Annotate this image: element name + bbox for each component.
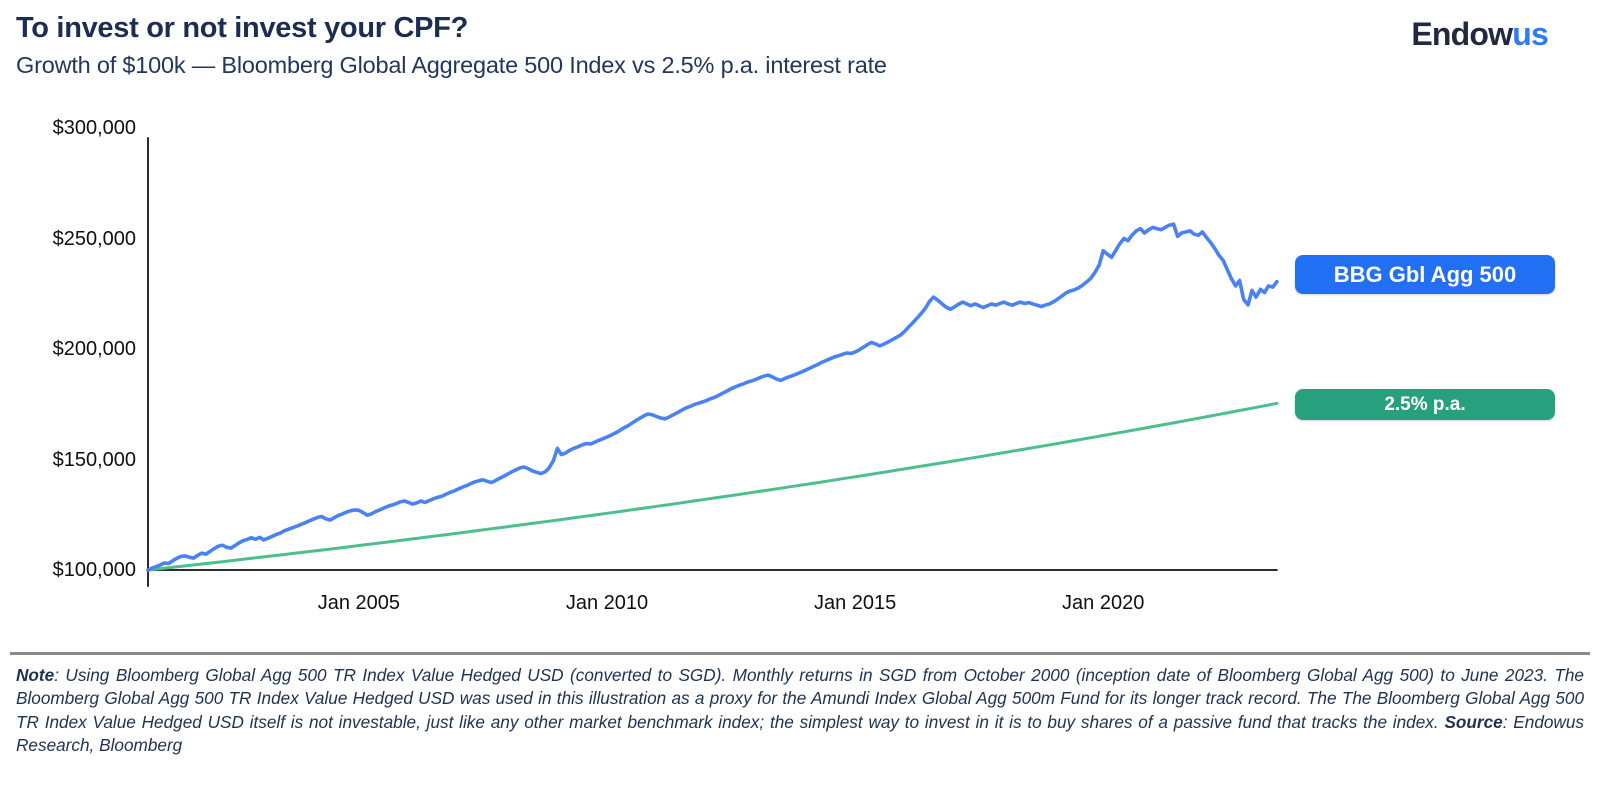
source-label: Source	[1444, 711, 1503, 732]
chart-plot-area	[146, 137, 1279, 587]
footer-divider	[10, 652, 1590, 655]
x-tick-label: Jan 2010	[565, 592, 649, 614]
page-title: To invest or not invest your CPF?	[16, 12, 468, 44]
note-text: : Using Bloomberg Global Agg 500 TR Inde…	[16, 665, 1584, 732]
logo-text-dark: Endow	[1411, 16, 1513, 52]
x-tick-label: Jan 2020	[1062, 592, 1145, 614]
x-tick-label: Jan 2015	[813, 592, 897, 614]
y-tick-label: $150,000	[52, 448, 136, 471]
logo-text-blue: us	[1512, 16, 1549, 52]
y-tick-label: $100,000	[52, 559, 136, 581]
y-tick-label: $250,000	[52, 227, 136, 250]
page-subtitle: Growth of $100k — Bloomberg Global Aggre…	[16, 52, 887, 78]
footnote: Note: Using Bloomberg Global Agg 500 TR …	[16, 664, 1584, 758]
y-tick-label: $200,000	[52, 338, 136, 360]
note-label: Note	[16, 665, 55, 685]
x-tick-label: Jan 2005	[317, 592, 401, 614]
source-text: : Endowus Research, Bloomberg	[16, 711, 1584, 756]
legend-badge-bbg-gbl-agg-500: BBG Gbl Agg 500	[1295, 255, 1555, 294]
endowus-logo: Endowus	[1411, 16, 1548, 53]
series-line-2-5-percent-pa	[146, 401, 1279, 572]
legend-badge-2-5-percent-pa: 2.5% p.a.	[1295, 389, 1555, 420]
growth-line-chart: $100,000 $150,000 $200,000 $250,000 $300,000…	[0, 100, 1600, 645]
y-tick-label: $300,000	[52, 117, 136, 139]
series-line-bbg-gbl-agg-500	[146, 222, 1279, 572]
